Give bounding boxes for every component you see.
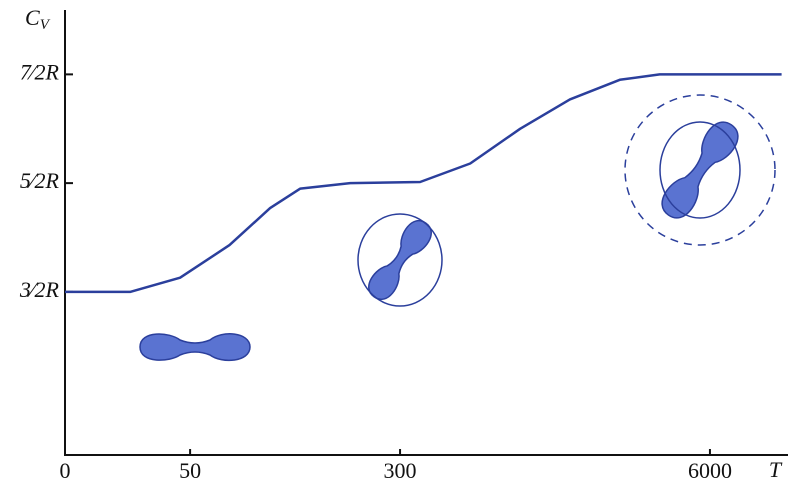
x-tick-label: 6000 [688,458,732,483]
x-tick-label: 300 [384,458,417,483]
molecule-illustrations [139,94,776,362]
x-axis-label: T [769,457,783,482]
y-tick-label: 5⁄2R [20,168,60,193]
y-axis-label: CV [25,5,51,33]
line-series [65,73,782,294]
y-tick-label: 3⁄2R [19,277,60,302]
x-tick-label: 50 [179,458,201,483]
x-tick-label: 0 [60,458,71,483]
y-tick-label: 7⁄2R [20,59,60,84]
